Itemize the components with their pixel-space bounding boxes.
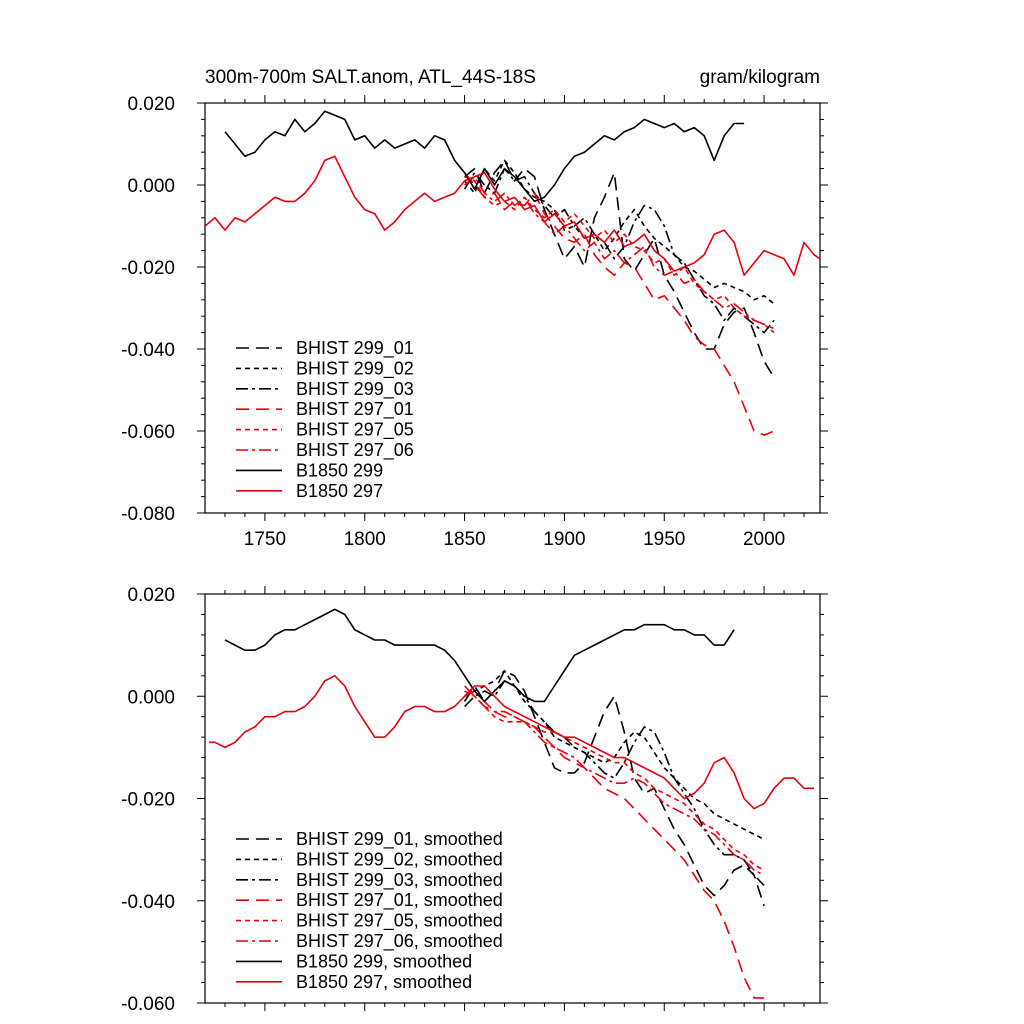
legend-label-bhist-297-05-smoothed: BHIST 297_05, smoothed xyxy=(296,911,503,932)
legend-label-bhist-297-01-smoothed: BHIST 297_01, smoothed xyxy=(296,890,503,911)
x-tick-label: 1750 xyxy=(244,529,286,550)
series-line-bhist-299-03-smoothed xyxy=(464,680,765,886)
series-line-bhist-297-01 xyxy=(463,172,775,436)
series-line-bhist-297-05-smoothed xyxy=(464,690,765,871)
x-tick-label: 1900 xyxy=(543,529,585,550)
y-tick-label: 0.000 xyxy=(127,687,175,708)
top-panel: 1750 1800 1850 1900 1950 2000 0.020 0.000 -0.020… xyxy=(121,94,828,550)
y-tick-label: -0.060 xyxy=(121,994,175,1015)
series-line-b1850-299-smoothed xyxy=(224,608,735,703)
plot-frame xyxy=(204,102,821,514)
chart-title: 300m-700m SALT.anom, ATL_44S-18S xyxy=(205,67,536,88)
y-tick-label: -0.080 xyxy=(121,504,175,525)
series-group xyxy=(205,110,820,436)
legend-label-b1850-299: B1850 299 xyxy=(296,460,383,480)
legend-label-bhist-299-03: BHIST 299_03 xyxy=(296,379,414,400)
series-line-bhist-299-01 xyxy=(464,159,775,379)
series-line-bhist-299-03 xyxy=(463,167,775,334)
series-line-bhist-297-01-smoothed xyxy=(464,685,765,999)
legend-label-b1850-297: B1850 297 xyxy=(296,481,383,501)
y-tick-label: -0.020 xyxy=(121,258,175,279)
legend-label-bhist-297-05: BHIST 297_05 xyxy=(296,420,414,441)
legend-label-bhist-299-01-smoothed: BHIST 299_01, smoothed xyxy=(296,829,503,850)
series-line-b1850-299 xyxy=(224,110,745,203)
x-tick-label: 1850 xyxy=(443,529,485,550)
legend-label-bhist-297-01: BHIST 297_01 xyxy=(296,399,414,420)
series-line-bhist-299-01-smoothed xyxy=(463,669,765,907)
y-tick-label: -0.020 xyxy=(121,790,175,811)
y-tick-label: 0.020 xyxy=(127,585,175,606)
series-line-bhist-299-02-smoothed xyxy=(464,669,765,841)
units-label: gram/kilogram xyxy=(700,67,820,88)
y-tick-label: 0.020 xyxy=(127,94,175,115)
x-tick-label: 2000 xyxy=(743,529,785,550)
legend-label-bhist-297-06-smoothed: BHIST 297_06, smoothed xyxy=(296,931,503,952)
y-tick-label: 0.000 xyxy=(127,176,175,197)
y-tick-label: -0.060 xyxy=(121,422,175,443)
bottom-panel: 0.020 0.000 -0.020 -0.040 -0.060 BHIST 299_01… xyxy=(121,585,828,1015)
series-line-b1850-297-smoothed xyxy=(209,675,814,810)
series-line-bhist-297-06-smoothed xyxy=(464,690,765,876)
series-line-bhist-297-06 xyxy=(464,176,775,334)
series-line-bhist-299-02 xyxy=(463,159,775,305)
y-tick-label: -0.040 xyxy=(121,892,175,913)
series-line-b1850-297 xyxy=(205,155,820,276)
legend-label-bhist-299-02-smoothed: BHIST 299_02, smoothed xyxy=(296,849,503,870)
legend-label-bhist-297-06: BHIST 297_06 xyxy=(296,440,414,461)
legend-label-bhist-299-03-smoothed: BHIST 299_03, smoothed xyxy=(296,870,503,891)
legend-label-b1850-299-smoothed: B1850 299, smoothed xyxy=(296,951,472,971)
x-tick-label: 1950 xyxy=(643,529,685,550)
y-tick-label: -0.040 xyxy=(121,340,175,361)
x-tick-label: 1800 xyxy=(344,529,386,550)
legend-label-bhist-299-02: BHIST 299_02 xyxy=(296,358,414,379)
series-group xyxy=(209,608,814,999)
legend-label-b1850-297-smoothed: B1850 297, smoothed xyxy=(296,972,472,992)
legend-label-bhist-299-01: BHIST 299_01 xyxy=(296,338,414,359)
